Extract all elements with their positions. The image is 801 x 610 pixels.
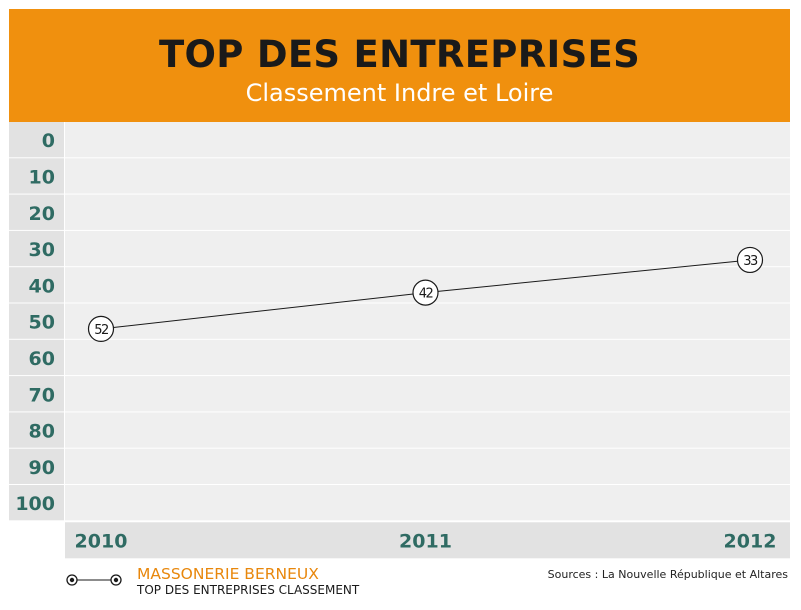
data-label: 52 <box>94 323 108 338</box>
y-tick-label: 10 <box>29 166 55 188</box>
y-tick-label: 80 <box>29 421 55 443</box>
legend-series-subtitle: TOP DES ENTREPRISES CLASSEMENT <box>137 583 360 597</box>
grid-band <box>65 485 790 521</box>
y-label-band <box>9 158 64 194</box>
y-tick-label: 70 <box>29 384 55 406</box>
grid-band <box>65 412 790 448</box>
grid-band <box>65 376 790 412</box>
y-tick-label: 30 <box>29 239 55 261</box>
y-label-band <box>9 412 64 448</box>
y-tick-label: 40 <box>29 275 55 297</box>
grid-band <box>65 303 790 339</box>
grid-band <box>65 122 790 158</box>
legend-series-name: MASSONERIE BERNEUX <box>137 565 319 583</box>
chart-subtitle: Classement Indre et Loire <box>245 79 554 107</box>
data-point <box>87 315 115 343</box>
x-tick-label: 2010 <box>75 530 128 552</box>
data-point <box>412 279 439 306</box>
grid-band <box>65 194 790 230</box>
x-tick-label: 2012 <box>724 530 777 552</box>
x-axis-band <box>65 522 790 559</box>
y-tick-label: 60 <box>29 348 55 370</box>
y-label-band <box>9 267 64 303</box>
y-tick-label: 0 <box>42 130 55 152</box>
y-tick-label: 50 <box>29 312 55 334</box>
grid-band <box>65 158 790 194</box>
chart-title: TOP DES ENTREPRISES <box>158 33 641 76</box>
y-tick-label: 100 <box>15 493 55 515</box>
data-label: 33 <box>743 254 758 269</box>
y-label-band <box>9 230 64 267</box>
grid-band <box>65 448 790 484</box>
legend-line-icon <box>66 574 122 586</box>
grid-band <box>65 339 790 376</box>
data-label: 42 <box>419 287 433 302</box>
y-tick-label: 90 <box>29 457 55 479</box>
chart-header: TOP DES ENTREPRISES Classement Indre et … <box>9 9 790 122</box>
data-point <box>736 246 764 274</box>
y-label-band <box>9 303 64 339</box>
sources-note: Sources : La Nouvelle République et Alta… <box>547 568 788 581</box>
y-label-band <box>9 339 64 376</box>
y-label-band <box>9 122 64 158</box>
y-label-band <box>9 448 64 484</box>
y-tick-label: 20 <box>29 203 55 225</box>
grid-band <box>65 230 790 267</box>
y-label-band <box>9 485 64 521</box>
x-tick-label: 2011 <box>399 530 452 552</box>
y-label-band <box>9 194 64 230</box>
y-label-band <box>9 376 64 412</box>
